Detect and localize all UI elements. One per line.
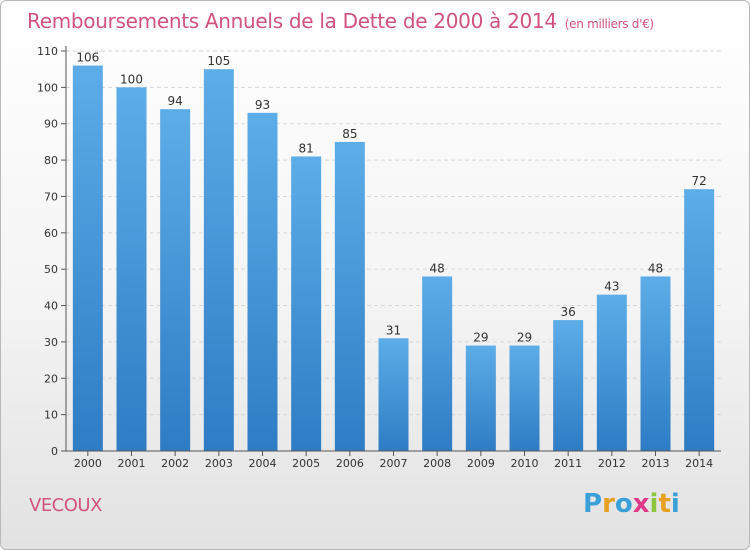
- value-labels: 106 100 94 105 93 81 85 31 48 29 29 36 43 48 72: [76, 51, 706, 345]
- logo-letter: i: [649, 489, 659, 519]
- bar-2002: [160, 109, 191, 451]
- x-tick-label: 2013: [642, 457, 670, 470]
- y-tick-labels: 0 10 20 30 40 50 60 70 80 90 100 110: [37, 45, 58, 458]
- logo-letter: t: [658, 489, 671, 519]
- bars: [72, 65, 715, 452]
- x-tick-label: 2009: [467, 457, 495, 470]
- value-label: 85: [342, 127, 357, 141]
- x-tick-label: 2008: [423, 457, 451, 470]
- x-tick-label: 2006: [336, 457, 364, 470]
- value-label: 72: [692, 174, 707, 188]
- x-tick-label: 2002: [161, 457, 189, 470]
- y-tick-label: 10: [44, 409, 58, 422]
- bar-2000: [72, 65, 103, 451]
- x-tick-label: 2004: [249, 457, 277, 470]
- value-label: 100: [120, 72, 143, 86]
- y-tick-label: 20: [44, 372, 58, 385]
- logo-letter: i: [670, 489, 680, 519]
- x-tick-label: 2012: [598, 457, 626, 470]
- bar-2006: [334, 141, 365, 451]
- bar-2011: [553, 320, 584, 451]
- unit-label: (en milliers d'€): [564, 17, 654, 31]
- value-label: 48: [648, 261, 663, 275]
- value-label: 31: [386, 323, 401, 337]
- bar-2003: [203, 69, 234, 451]
- value-label: 48: [430, 261, 445, 275]
- value-label: 105: [207, 54, 230, 68]
- y-tick-label: 80: [44, 154, 58, 167]
- bar-2010: [509, 345, 540, 451]
- logo-letter: r: [602, 489, 615, 519]
- x-tick-label: 2000: [74, 457, 102, 470]
- y-tick-label: 100: [37, 81, 58, 94]
- proxiti-logo: Proxiti: [583, 489, 680, 519]
- y-tick-label: 40: [44, 300, 58, 313]
- x-tick-label: 2010: [511, 457, 539, 470]
- x-tick-labels: 2000 2001 2002 2003 2004 2005 2006 2007 2008 2009…: [74, 457, 713, 470]
- bar-2007: [378, 338, 409, 451]
- value-label: 36: [561, 305, 576, 319]
- x-tick-label: 2011: [554, 457, 582, 470]
- value-label: 94: [168, 94, 183, 108]
- logo-letter: P: [583, 489, 603, 519]
- x-tick-label: 2001: [118, 457, 146, 470]
- bar-2005: [291, 156, 322, 452]
- bar-2001: [116, 87, 147, 451]
- bar-2004: [247, 112, 278, 452]
- value-label: 29: [517, 331, 532, 345]
- y-tick-label: 50: [44, 263, 58, 276]
- title-text: Remboursements Annuels de la Dette de 20…: [27, 9, 557, 33]
- value-label: 81: [299, 141, 314, 155]
- y-tick-label: 60: [44, 227, 58, 240]
- y-tick-label: 90: [44, 118, 58, 131]
- logo-letter: o: [614, 489, 633, 519]
- bar-2013: [640, 276, 671, 451]
- value-label: 29: [473, 331, 488, 345]
- value-label: 43: [604, 280, 619, 294]
- y-tick-label: 0: [51, 445, 58, 458]
- bar-2012: [596, 294, 627, 451]
- y-tick-label: 30: [44, 336, 58, 349]
- x-tick-label: 2005: [292, 457, 320, 470]
- x-tick-label: 2007: [380, 457, 408, 470]
- axes: [61, 46, 721, 456]
- y-tick-label: 70: [44, 190, 58, 203]
- value-label: 106: [76, 51, 99, 65]
- x-tick-label: 2003: [205, 457, 233, 470]
- value-label: 93: [255, 98, 270, 112]
- logo-letter: x: [632, 489, 650, 519]
- x-tick-label: 2014: [685, 457, 713, 470]
- y-tick-label: 110: [37, 45, 58, 58]
- bar-2014: [684, 189, 715, 451]
- bar-2008: [422, 276, 453, 451]
- commune-name: VECOUX: [29, 495, 102, 516]
- bar-2009: [465, 345, 496, 451]
- chart-title: Remboursements Annuels de la Dette de 20…: [27, 9, 654, 33]
